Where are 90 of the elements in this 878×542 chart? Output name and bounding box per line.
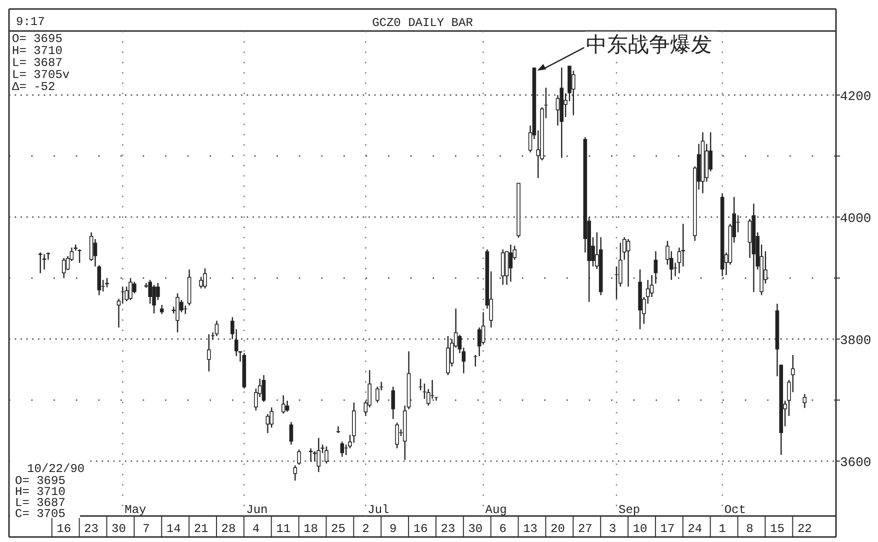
candlestick (395, 422, 399, 449)
ref-line-label: Jul (368, 503, 390, 517)
candlestick (46, 252, 50, 260)
x-tick-label: 3 (608, 522, 616, 536)
x-tick-label: 16 (413, 522, 428, 536)
x-tick-label: 9 (390, 522, 397, 536)
candlestick (281, 394, 286, 414)
x-tick-label: 8 (746, 522, 754, 536)
annotation: 中东战争爆发 (586, 32, 712, 57)
y-tick-label: 4000 (840, 211, 872, 226)
x-tick-label: 25 (331, 522, 346, 536)
candlestick (62, 257, 66, 279)
candlestick (297, 448, 301, 466)
x-tick-label: 24 (688, 522, 702, 536)
ref-line-label: Aug (485, 503, 507, 517)
candlestick (176, 292, 180, 333)
x-tick-label: 1 (718, 522, 726, 536)
candlestick (748, 218, 752, 259)
x-tick-label: 6 (499, 522, 506, 536)
candlestick (78, 248, 82, 264)
x-tick-label: 17 (660, 522, 675, 536)
candlestick (128, 277, 132, 301)
x-tick-label: 11 (276, 522, 291, 536)
candlestick (308, 448, 313, 462)
x-tick-label: 23 (84, 522, 99, 536)
candlestick (214, 320, 219, 337)
ref-line-label: May (124, 503, 146, 517)
x-tick-label: 4 (252, 522, 260, 536)
x-tick-label: 18 (304, 522, 318, 536)
candlestick (266, 414, 270, 434)
x-tick-label: 2 (362, 522, 370, 536)
candlestick (324, 446, 328, 464)
candlestick (199, 276, 203, 290)
x-tick-label: 16 (56, 522, 72, 536)
candlestick (802, 393, 807, 409)
candlestick (572, 70, 576, 116)
text: 9:17 (16, 15, 45, 29)
x-tick-label: 28 (221, 522, 236, 536)
candlestick (42, 254, 46, 270)
candlestick (312, 450, 317, 462)
chart-title: GCZ0 DAILY BAR (372, 16, 473, 30)
annotation: O= 3695 (12, 32, 62, 46)
candlestick (160, 304, 164, 315)
annotation: L= 3687 (12, 56, 62, 70)
x-tick-label: 27 (578, 522, 592, 536)
ref-line-label: Sep (618, 503, 640, 517)
annotation: C= 3705 (15, 507, 66, 521)
x-tick-label: 15 (770, 522, 784, 536)
candlestick (316, 437, 321, 473)
y-tick-label: 3600 (840, 455, 872, 470)
annotation: L= 3705v (12, 68, 70, 82)
candlestick (508, 244, 513, 282)
candlestick (203, 268, 207, 290)
candlestick (206, 334, 211, 372)
x-tick-label: 23 (440, 522, 456, 536)
candlestick (474, 354, 478, 368)
annotation: 10/22/90 (27, 462, 85, 476)
candlestick (376, 386, 380, 404)
x-tick-label: 20 (550, 522, 565, 536)
x-tick-label: 30 (468, 522, 483, 536)
x-tick-label: 22 (797, 522, 812, 536)
ref-line-label: Jun (246, 503, 268, 517)
x-tick-label: 21 (194, 522, 208, 536)
annotation: Δ= -52 (12, 80, 56, 94)
annotation: H= 3710 (12, 44, 62, 58)
candlestick (93, 238, 98, 268)
ref-line-label: Oct (724, 503, 746, 517)
x-tick-label: 30 (112, 522, 126, 536)
x-tick-label: 10 (632, 522, 648, 536)
x-tick-label: 13 (523, 522, 538, 536)
candlestick (430, 379, 434, 400)
x-tick-label: 14 (166, 522, 181, 536)
candlestick (289, 421, 294, 446)
y-tick-label: 3800 (840, 333, 872, 348)
candlestick (262, 374, 266, 403)
x-tick-label: 7 (142, 522, 150, 536)
candlestick (293, 464, 298, 482)
candlestick (500, 248, 505, 286)
candlestick (626, 238, 630, 288)
y-tick-label: 4200 (840, 89, 872, 104)
candlestick (336, 426, 340, 434)
annotation: L= 3687 (15, 496, 66, 510)
candlestick (152, 284, 156, 314)
candlestick (340, 440, 344, 458)
candlestick (285, 400, 290, 412)
annotation: O= 3695 (15, 474, 66, 488)
candlestick (97, 264, 102, 296)
candlestick (391, 386, 396, 420)
annotation: H= 3710 (15, 485, 66, 499)
candlestick (38, 252, 42, 274)
